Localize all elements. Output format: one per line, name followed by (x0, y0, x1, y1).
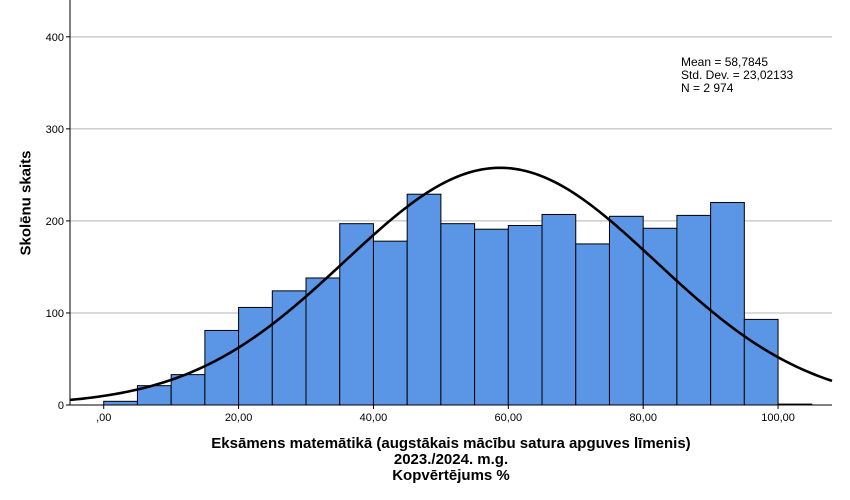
y-tick-label-2: 200 (46, 216, 64, 228)
x-axis-label-line-2: 2023./2024. m.g. (393, 451, 509, 468)
normal-curve (69, 166, 833, 402)
y-tick-label-0: 0 (58, 400, 64, 412)
histogram-bar-13 (541, 213, 577, 406)
histogram-bar-14 (575, 243, 610, 406)
histogram-bar-11 (474, 228, 509, 406)
histogram-bar-10 (440, 223, 476, 406)
y-tick-label-3: 300 (46, 124, 64, 136)
histogram-bar-7 (339, 223, 374, 406)
stat-n: N = 2 974 (681, 81, 734, 95)
histogram-bar-17 (676, 214, 712, 406)
y-axis-label: Skolēnu skaits (17, 150, 35, 256)
summary-statistics: Mean = 58,7845 Std. Dev. = 23,02133 N = … (681, 56, 793, 95)
stat-mean: Mean = 58,7845 (681, 55, 769, 69)
histogram-bar-5 (271, 290, 307, 406)
histogram-bar-12 (507, 225, 543, 406)
histogram-bar-15 (608, 215, 644, 406)
histogram-bar-8 (372, 240, 408, 406)
histogram-bar-9 (406, 193, 442, 406)
axes (69, 0, 832, 406)
x-axis-label-line-3: Kopvērtējums % (392, 467, 510, 484)
stat-std-dev: Std. Dev. = 23,02133 (681, 68, 794, 82)
y-tick-label-4: 400 (46, 32, 64, 44)
histogram-bar-6 (305, 277, 341, 406)
histogram-bars (103, 193, 813, 406)
normal-curve-layer (69, 166, 833, 402)
histogram-bar-4 (238, 306, 273, 406)
x-axis-label: Eksāmens matemātikā (augstākais mācību s… (70, 436, 832, 484)
histogram-bar-18 (710, 202, 745, 406)
histogram-bar-19 (743, 318, 779, 406)
histogram-bar-3 (204, 329, 240, 406)
histogram-bar-0 (103, 400, 138, 406)
x-axis-label-line-1: Eksāmens matemātikā (augstākais mācību s… (211, 435, 691, 452)
x-tick-label-0: ,00 (96, 412, 111, 424)
tick-labels: 0 100 200 300 400 ,00 20,00 40,00 60,00 80,00 100,… (46, 32, 795, 424)
x-tick-label-3: 60,00 (495, 412, 523, 424)
histogram-bar-16 (642, 227, 678, 406)
x-tick-label-4: 80,00 (629, 412, 657, 424)
x-tick-label-2: 40,00 (360, 412, 388, 424)
x-tick-label-1: 20,00 (225, 412, 253, 424)
y-tick-label-1: 100 (46, 308, 64, 320)
x-tick-label-5: 100,00 (761, 412, 795, 424)
